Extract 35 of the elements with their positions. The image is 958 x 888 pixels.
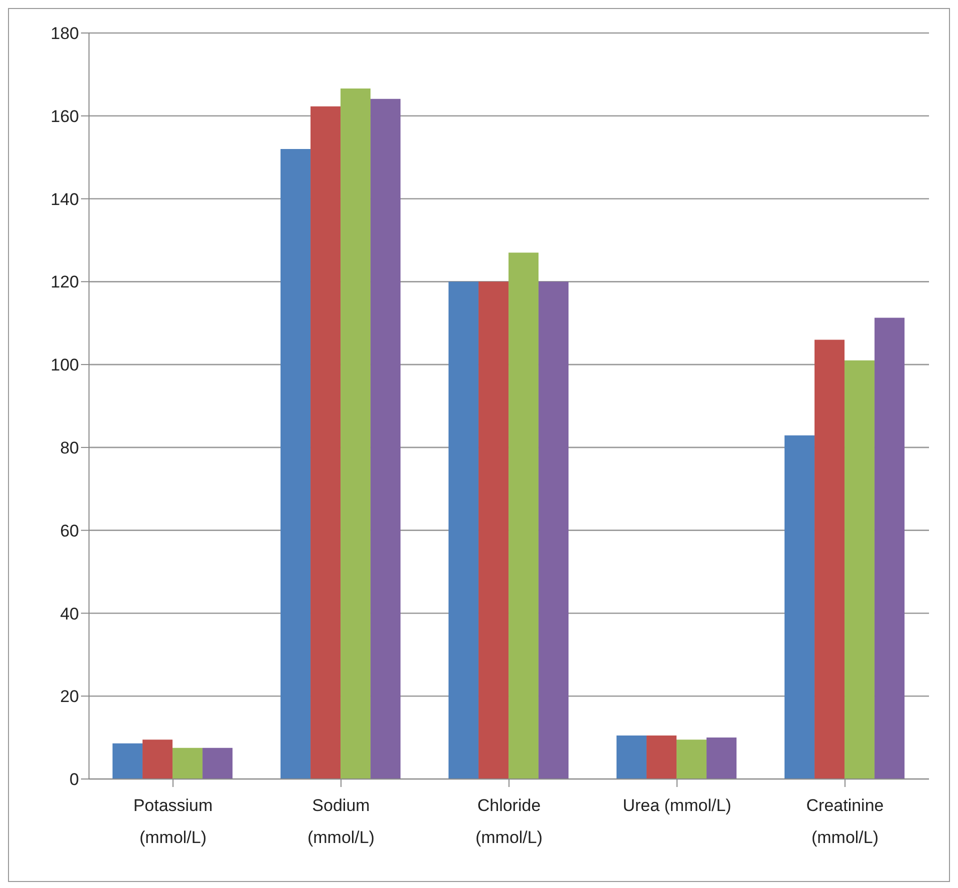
bar — [646, 735, 677, 779]
bar — [706, 738, 737, 779]
y-tick-label: 160 — [50, 106, 79, 126]
y-tick-label: 100 — [50, 356, 79, 375]
bar — [538, 282, 569, 779]
bar — [280, 149, 311, 779]
bar — [202, 748, 233, 779]
bar — [112, 743, 143, 779]
y-tick-label: 20 — [60, 687, 79, 706]
bar — [340, 88, 371, 779]
bar — [478, 282, 509, 779]
y-tick-label: 180 — [50, 24, 79, 44]
x-tick-label: Potassium (mmol/L) — [133, 796, 213, 847]
bar — [370, 98, 401, 779]
y-tick-label: 120 — [50, 272, 79, 292]
y-tick-label: 140 — [50, 190, 79, 209]
bar — [844, 360, 875, 779]
x-tick-label: Chloride (mmol/L) — [475, 796, 543, 847]
bar — [616, 735, 647, 779]
bar — [784, 435, 815, 779]
bar — [814, 340, 845, 779]
bar — [172, 748, 203, 779]
x-tick-label: Urea (mmol/L) — [622, 796, 732, 815]
bar — [874, 318, 905, 779]
bar — [310, 106, 341, 779]
bar — [676, 740, 707, 779]
y-tick-label: 0 — [70, 770, 79, 790]
bar — [448, 282, 479, 779]
y-tick-label: 80 — [60, 438, 79, 458]
bar — [508, 252, 539, 779]
x-tick-label: Sodium (mmol/L) — [307, 796, 375, 847]
x-tick-label: Creatinine (mmol/L) — [806, 796, 884, 847]
bar — [142, 740, 173, 779]
y-tick-label: 40 — [60, 604, 79, 624]
y-tick-label: 60 — [60, 521, 79, 540]
